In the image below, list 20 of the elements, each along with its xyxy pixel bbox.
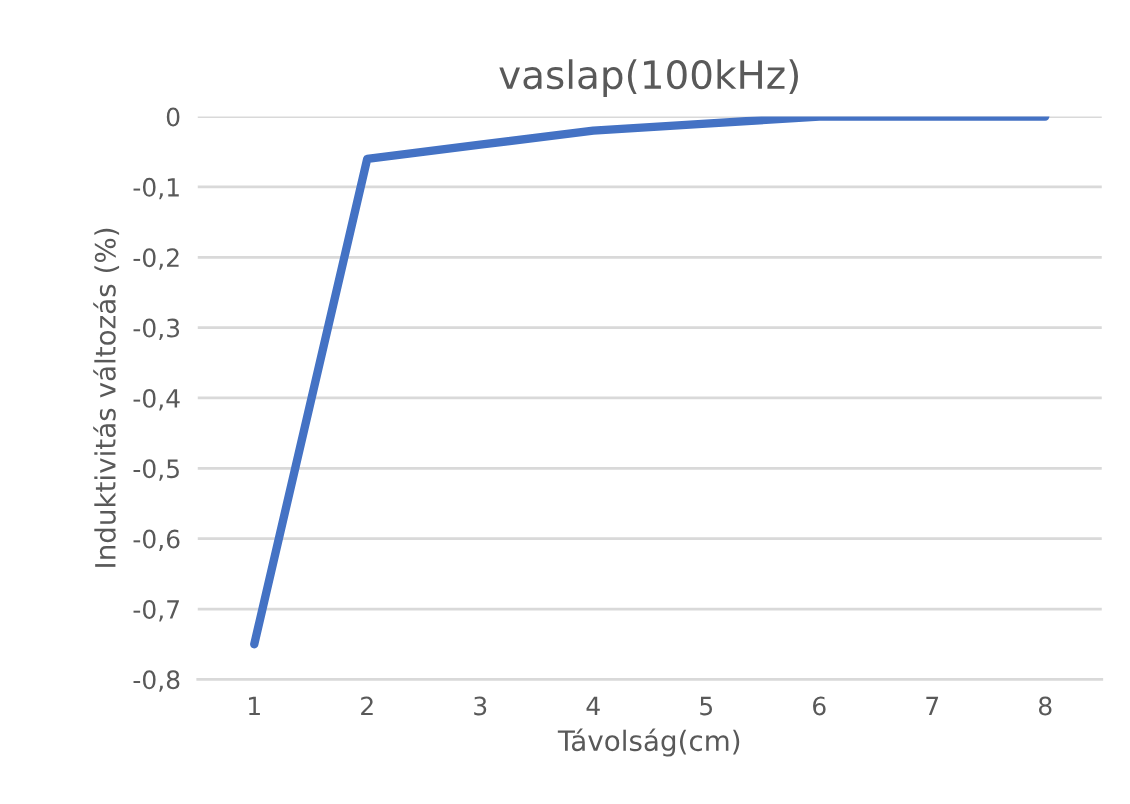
- y-axis-title: Induktivitás változás (%): [93, 228, 120, 567]
- x-tick-label: 1: [249, 696, 260, 716]
- y-tick-label: -0,7: [133, 599, 179, 622]
- y-tick-label: -0,1: [133, 177, 179, 200]
- y-tick-label: -0,6: [133, 529, 180, 552]
- x-tick-label: 4: [586, 696, 600, 716]
- x-tick-label: 6: [813, 696, 826, 716]
- x-tick-label: 7: [926, 696, 939, 716]
- y-tick-label: -0,4: [133, 388, 180, 411]
- x-tick-label: 5: [700, 696, 713, 716]
- y-tick-label: -0,5: [133, 459, 179, 481]
- x-tick-label: 3: [474, 696, 487, 716]
- y-tick-label: -0,8: [133, 670, 180, 692]
- y-tick-label: -0,3: [133, 318, 180, 341]
- x-axis-title: Távolság(cm): [557, 728, 740, 757]
- x-tick-label: 8: [1038, 696, 1052, 716]
- chart-title: vaslap(100kHz): [499, 59, 798, 97]
- y-tick-label: -0,2: [133, 248, 179, 270]
- y-tick-label: 0: [166, 107, 180, 127]
- x-tick-label: 2: [361, 696, 373, 716]
